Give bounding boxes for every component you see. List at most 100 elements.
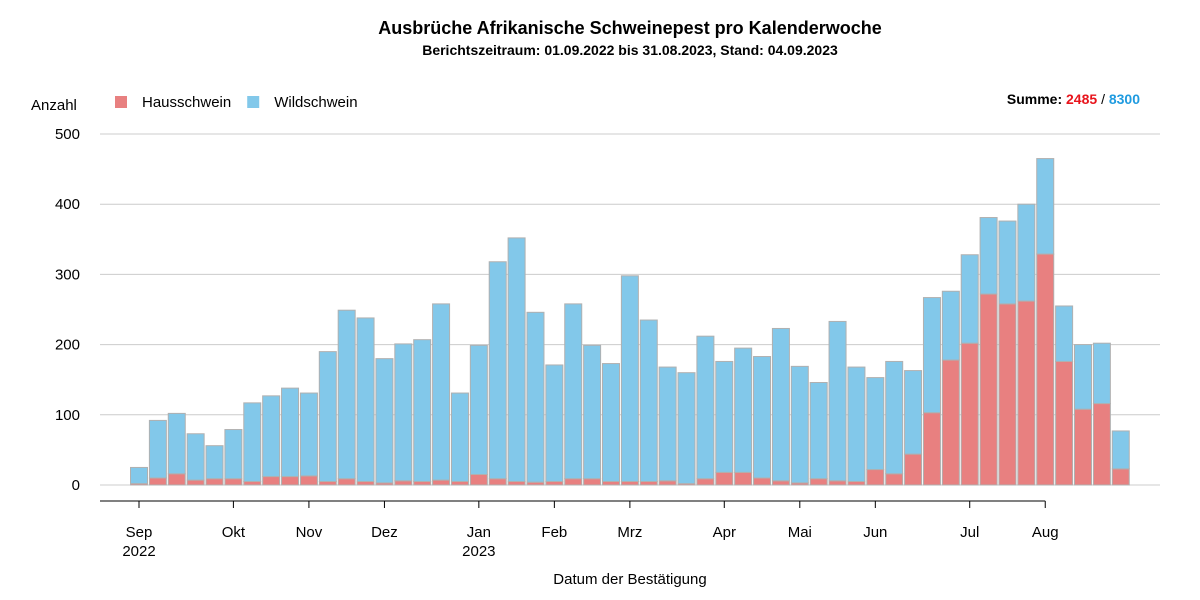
- bar-segment: [885, 473, 904, 486]
- bar-segment: [337, 478, 356, 486]
- bar-segment: [262, 395, 281, 478]
- bar-segment: [734, 347, 753, 473]
- bar-segment: [734, 471, 753, 486]
- bar-segment: [337, 309, 356, 480]
- bar-segment: [243, 480, 262, 486]
- bar-segment: [299, 392, 318, 477]
- y-tick-label: 300: [55, 266, 80, 283]
- bar-segment: [771, 480, 790, 486]
- bar-segment: [186, 479, 205, 486]
- bar-segment: [979, 293, 998, 486]
- bar-segment: [998, 220, 1017, 305]
- y-tick-label: 0: [72, 477, 80, 494]
- bar-segment: [526, 311, 545, 483]
- bar-segment: [564, 478, 583, 486]
- bar-segment: [394, 343, 413, 482]
- bar-segment: [847, 480, 866, 486]
- summary-part: Summe:: [1007, 91, 1062, 107]
- y-tick-label: 100: [55, 407, 80, 424]
- bar-segment: [413, 480, 432, 486]
- bar-segment: [1111, 468, 1130, 486]
- x-tick-label: Jun: [863, 524, 887, 541]
- bar-segment: [1017, 300, 1036, 486]
- bar-segment: [1036, 253, 1055, 486]
- x-tick-label: Apr: [713, 524, 736, 541]
- x-tick-label: Feb: [541, 524, 567, 541]
- bar-segment: [866, 377, 885, 471]
- x-tick-label: Mai: [788, 524, 812, 541]
- bar-segment: [998, 303, 1017, 486]
- bar-segment: [620, 480, 639, 486]
- bar-segment: [979, 217, 998, 295]
- bar-segment: [148, 419, 167, 479]
- bar-segment: [922, 297, 941, 414]
- x-tick-label: Dez: [371, 524, 398, 541]
- bar-segment: [545, 364, 564, 482]
- bar-segment: [356, 317, 375, 482]
- bar-segment: [828, 320, 847, 482]
- bar-segment: [224, 429, 243, 480]
- bar-segment: [885, 360, 904, 475]
- bar-segment: [224, 478, 243, 486]
- bar-segment: [941, 359, 960, 486]
- bar-segment: [488, 261, 507, 480]
- bar-segment: [904, 453, 923, 486]
- bar-segment: [639, 480, 658, 486]
- bar-segment: [904, 370, 923, 455]
- y-axis-label: Anzahl: [31, 97, 77, 114]
- bar-segment: [488, 478, 507, 486]
- bar-segment: [809, 478, 828, 486]
- bar-segment: [564, 303, 583, 480]
- bar-segment: [1092, 403, 1111, 486]
- bar-segment: [394, 480, 413, 486]
- bar-segment: [413, 339, 432, 482]
- bar-segment: [960, 342, 979, 486]
- bar-segment: [847, 366, 866, 482]
- bar-segment: [1017, 203, 1036, 302]
- bar-segment: [1111, 430, 1130, 470]
- bar-segment: [753, 477, 772, 486]
- bar-segment: [205, 478, 224, 486]
- chart-subtitle: Berichtszeitraum: 01.09.2022 bis 31.08.2…: [422, 42, 838, 58]
- bar-segment: [356, 480, 375, 486]
- bar-segment: [583, 478, 602, 486]
- summary-part: /: [1101, 91, 1105, 107]
- x-tick-label: Nov: [296, 524, 323, 541]
- bar-segment: [696, 478, 715, 486]
- legend-swatch: [247, 96, 260, 108]
- bar-segment: [281, 476, 300, 486]
- y-tick-label: 500: [55, 126, 80, 143]
- bar-segment: [866, 469, 885, 486]
- summary-part: 2485: [1066, 91, 1097, 107]
- bar-segment: [583, 344, 602, 480]
- bar-segment: [1074, 344, 1092, 410]
- bar-segment: [318, 351, 337, 482]
- bar-segment: [281, 387, 300, 478]
- bar-segment: [318, 480, 337, 486]
- bar-segment: [507, 237, 526, 482]
- bar-segment: [753, 356, 772, 479]
- bar-segment: [432, 479, 451, 486]
- x-tick-label: Jul: [960, 524, 979, 541]
- bar-segment: [696, 335, 715, 480]
- x-tick-label: Jan 2023: [462, 524, 495, 560]
- bar-segment: [602, 480, 620, 486]
- bar-segment: [167, 412, 186, 475]
- bar-segment: [715, 360, 734, 473]
- summary: Summe: 2485 / 8300: [1007, 91, 1140, 107]
- summary-part: 8300: [1109, 91, 1140, 107]
- bar-segment: [715, 471, 734, 486]
- bar-segment: [167, 473, 186, 486]
- x-tick-label: Aug: [1032, 524, 1059, 541]
- legend-label: Hausschwein: [142, 94, 231, 111]
- bar-segment: [771, 327, 790, 482]
- bar-segment: [658, 480, 677, 486]
- bar-segment: [375, 358, 394, 484]
- bar-segment: [507, 480, 526, 486]
- bar-segment: [545, 480, 564, 486]
- bar-segment: [1036, 158, 1055, 255]
- bar-segment: [1055, 305, 1074, 362]
- bar-segment: [243, 402, 262, 482]
- bar-segment: [828, 480, 847, 486]
